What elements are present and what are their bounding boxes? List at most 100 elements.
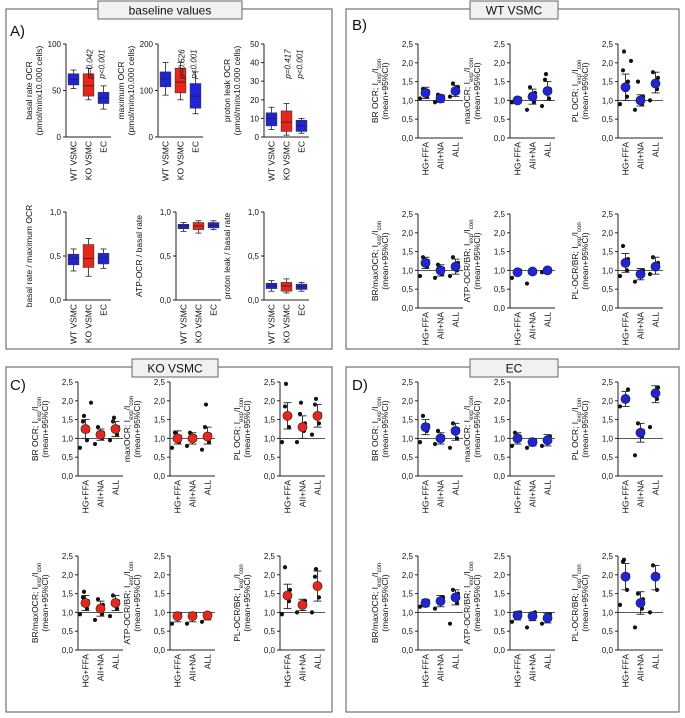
box [97, 253, 110, 265]
y-axis-label-ci: (mean+95%CI) [472, 62, 482, 120]
mean-marker [435, 433, 446, 444]
y-axis-label-part: exp [129, 575, 135, 585]
mean-marker [635, 598, 646, 608]
x-tick-label: HG+FFA [513, 142, 523, 176]
y-axis-label-part: /I [122, 406, 132, 411]
data-point [539, 443, 545, 449]
panel-b-title-box [469, 0, 559, 20]
y-tick-label: 40 [250, 59, 259, 68]
y-axis-label-ci: (mean+95%CI) [380, 62, 390, 120]
box [82, 244, 95, 268]
y-tick-label: 2,5 [154, 378, 166, 387]
data-point [617, 602, 623, 607]
y-tick-label: 2,5 [264, 378, 276, 387]
y-axis-label: PL-OCR/BR; Iexp/Icon [232, 564, 245, 641]
mean-marker [620, 571, 631, 582]
panel-a-title-box [97, 0, 243, 20]
data-point [298, 400, 304, 405]
data-point [635, 591, 641, 596]
y-axis-label-part: maxOCR; I [122, 420, 132, 462]
y-tick-label: 2,0 [602, 571, 614, 580]
y-tick-label: 0,5 [402, 627, 414, 636]
y-tick-label: 1,5 [264, 590, 276, 599]
y-tick-label: 0 [255, 133, 260, 142]
x-tick-label: AII+NA [636, 142, 646, 169]
y-axis-label: BR OCR; Iexp/Icon [370, 59, 383, 123]
y-tick-label: 2,5 [494, 210, 506, 219]
x-tick-label: KO VSMC [282, 141, 292, 180]
y-tick-label: 1,0 [494, 96, 506, 105]
box [82, 73, 95, 97]
data-point [524, 445, 530, 450]
data-point [632, 107, 638, 112]
x-tick-label: WT VSMC [267, 304, 277, 344]
mean-marker [635, 427, 646, 438]
y-axis-label-part: exp [577, 74, 583, 84]
data-point [450, 255, 456, 260]
y-tick-label: 0,0 [160, 296, 172, 305]
x-tick-label: AII+NA [636, 312, 646, 339]
data-point [447, 621, 453, 626]
y-axis-label-part: PL-OCR/BR; I [570, 246, 580, 299]
mean-marker [542, 613, 553, 623]
data-point [313, 396, 319, 402]
y-tick-label: 2,5 [154, 552, 166, 561]
mean-marker [282, 410, 293, 421]
y-axis-label: basal rate / maximum OCR [24, 205, 34, 308]
y-tick-label: 2,0 [494, 229, 506, 238]
data-point [647, 272, 653, 277]
y-tick-label: 2,5 [402, 378, 414, 387]
data-point [417, 273, 423, 279]
y-axis-label-part: exp [577, 412, 583, 422]
y-axis-label-part: /I [122, 571, 132, 576]
x-tick-label: ALL [451, 480, 461, 495]
x-tick-label: ALL [651, 654, 661, 669]
data-point [447, 94, 453, 99]
y-tick-label: 2,0 [402, 397, 414, 406]
p-value-annotation: p=0.417 [284, 49, 293, 80]
y-tick-label: 2,5 [602, 40, 614, 49]
mean-marker [297, 599, 308, 610]
y-tick-label: 1,5 [494, 248, 506, 257]
y-axis-label-ci: (mean+95%CI) [380, 400, 390, 458]
data-point [199, 619, 205, 624]
y-axis-label: ATP-OCR/BR; Iexp/Icon [122, 562, 135, 645]
y-tick-label: 2,5 [264, 552, 276, 561]
y-axis-label-part: ATP-OCR/BR; I [122, 586, 132, 645]
x-tick-label: HG+FFA [513, 654, 523, 688]
x-tick-label: AII+NA [528, 312, 538, 339]
chart-A6: 0,0 0,5 1,0 WT VSMC KO VSMC EC proton leak / b… [222, 208, 309, 344]
data-point [312, 574, 318, 579]
y-axis-label-part: BR/maxOCR; I [30, 587, 40, 643]
y-tick-label: 2,0 [402, 59, 414, 68]
y-axis-label-part: con [377, 397, 383, 407]
mean-marker [435, 265, 446, 276]
y-tick-label: 0,5 [602, 285, 614, 294]
data-point [77, 445, 83, 450]
data-point [84, 438, 90, 443]
y-axis-label-ci: (mean+95%CI) [242, 574, 252, 632]
data-point [621, 557, 627, 562]
y-tick-label: 0,5 [154, 453, 166, 462]
y-axis-label: BR/maxOCR; Iexp/Icon [370, 563, 383, 643]
data-point [632, 453, 638, 458]
x-tick-label: WT VSMC [179, 304, 189, 344]
y-tick-label: 0,5 [494, 453, 506, 462]
x-tick-label: EC [191, 141, 201, 153]
y-tick-label: 1,5 [154, 416, 166, 425]
y-axis-label-part: /I [462, 229, 472, 234]
y-axis-label-part: con [377, 221, 383, 231]
y-axis-label: maximum OCR [116, 61, 126, 119]
y-axis-label-part: /I [570, 232, 580, 237]
x-tick-label: AII+NA [96, 480, 106, 507]
y-tick-label: 1,0 [402, 96, 414, 105]
x-tick-label: EC [297, 304, 307, 316]
y-tick-label: 0,0 [50, 296, 62, 305]
x-tick-label: ALL [313, 480, 323, 495]
mean-marker [172, 611, 183, 622]
y-axis-label-part: exp [239, 412, 245, 422]
mean-marker [95, 429, 106, 440]
x-tick-label: KO VSMC [176, 141, 186, 180]
y-tick-label: 0,5 [264, 453, 276, 462]
x-tick-label: KO VSMC [84, 141, 94, 180]
